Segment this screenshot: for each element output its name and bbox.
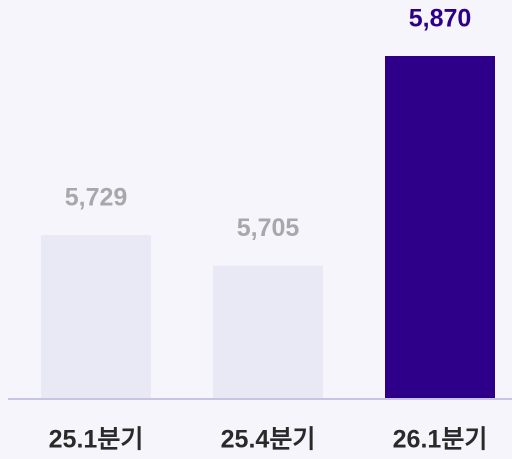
value-label: 5,729	[65, 184, 128, 212]
bar	[385, 56, 495, 399]
x-tick-label: 25.4분기	[221, 426, 316, 454]
bar	[213, 265, 323, 399]
value-label: 5,705	[237, 214, 300, 242]
x-tick-label: 25.1분기	[49, 426, 144, 454]
value-label: 5,870	[409, 5, 472, 33]
x-tick-label: 26.1분기	[393, 426, 488, 454]
bar	[41, 235, 151, 399]
